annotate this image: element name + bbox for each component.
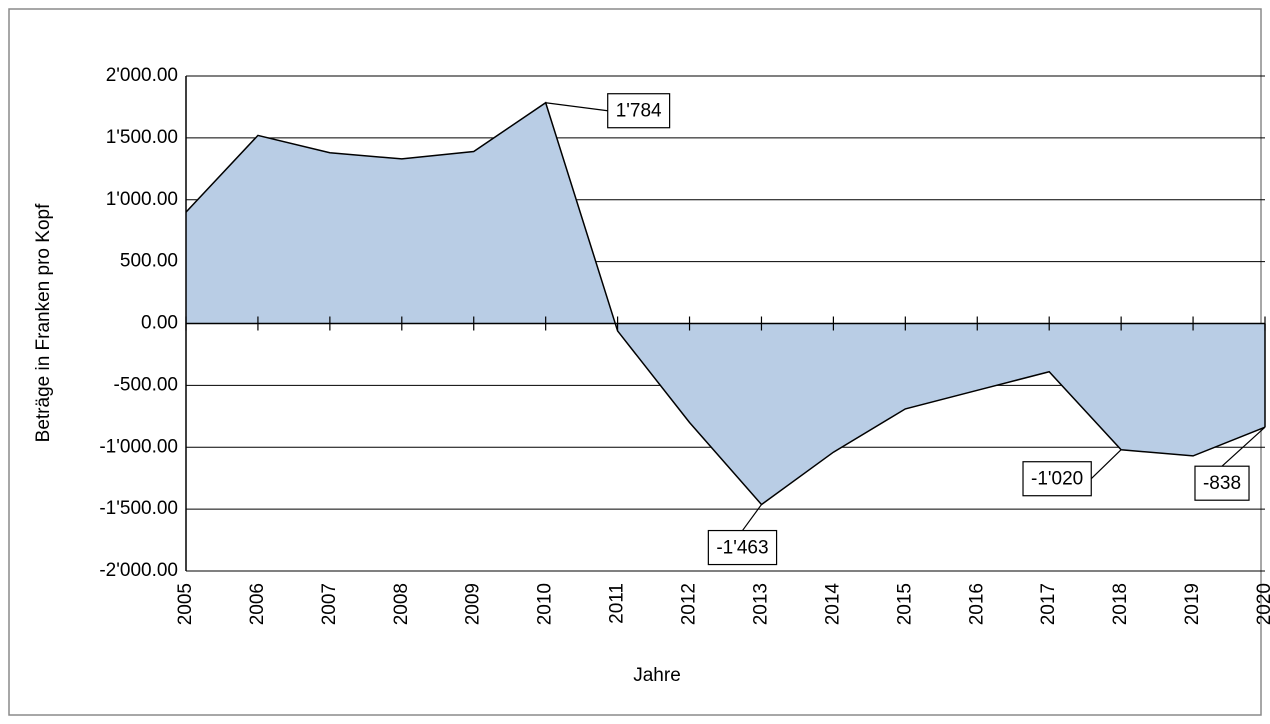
y-tick-label: -2'000.00 [99, 560, 178, 581]
x-tick-label: 2016 [966, 583, 987, 625]
leader-line [545, 102, 608, 112]
x-tick-label: 2017 [1038, 583, 1059, 625]
x-tick-label: 2008 [391, 583, 412, 625]
x-tick-label: 2011 [607, 583, 628, 624]
data-label: -838 [1203, 473, 1241, 494]
area-fill [186, 102, 1265, 505]
x-tick-label: 2005 [175, 583, 196, 625]
data-label: 1'784 [616, 101, 662, 122]
label-box [707, 529, 778, 566]
x-tick-label: 2006 [247, 583, 268, 625]
y-tick-label: 2'000.00 [106, 65, 178, 86]
x-axis-title: Jahre [633, 665, 681, 686]
x-tick-label: 2020 [1254, 583, 1270, 625]
area-line [185, 101, 1266, 506]
y-tick-label: 500.00 [120, 251, 178, 272]
x-tick-label: 2013 [750, 583, 771, 625]
x-tick-label: 2007 [319, 583, 340, 625]
x-tick-label: 2018 [1110, 583, 1131, 625]
y-tick-label: -1'000.00 [99, 436, 178, 457]
y-tick-label: 1'000.00 [106, 189, 178, 210]
x-tick-label: 2010 [535, 583, 556, 625]
x-tick-label: 2012 [679, 583, 700, 625]
x-tick-label: 2009 [463, 583, 484, 625]
leader-line [1221, 426, 1266, 467]
data-label: -1'463 [716, 538, 768, 559]
y-axis-title: Beträge in Franken pro Kopf [33, 203, 54, 442]
label-box [607, 93, 671, 129]
data-label: -1'020 [1031, 469, 1083, 490]
x-tick-label: 2015 [894, 583, 915, 625]
y-tick-label: -1'500.00 [99, 498, 178, 519]
x-tick-label: 2014 [822, 583, 843, 626]
label-box [1194, 465, 1250, 501]
y-tick-label: 1'500.00 [106, 127, 178, 148]
label-box [1022, 461, 1092, 497]
leader-line [1090, 449, 1122, 480]
leader-line [741, 504, 762, 531]
y-tick-label: -500.00 [114, 374, 178, 395]
y-tick-label: 0.00 [141, 313, 178, 334]
x-tick-label: 2019 [1182, 583, 1203, 625]
